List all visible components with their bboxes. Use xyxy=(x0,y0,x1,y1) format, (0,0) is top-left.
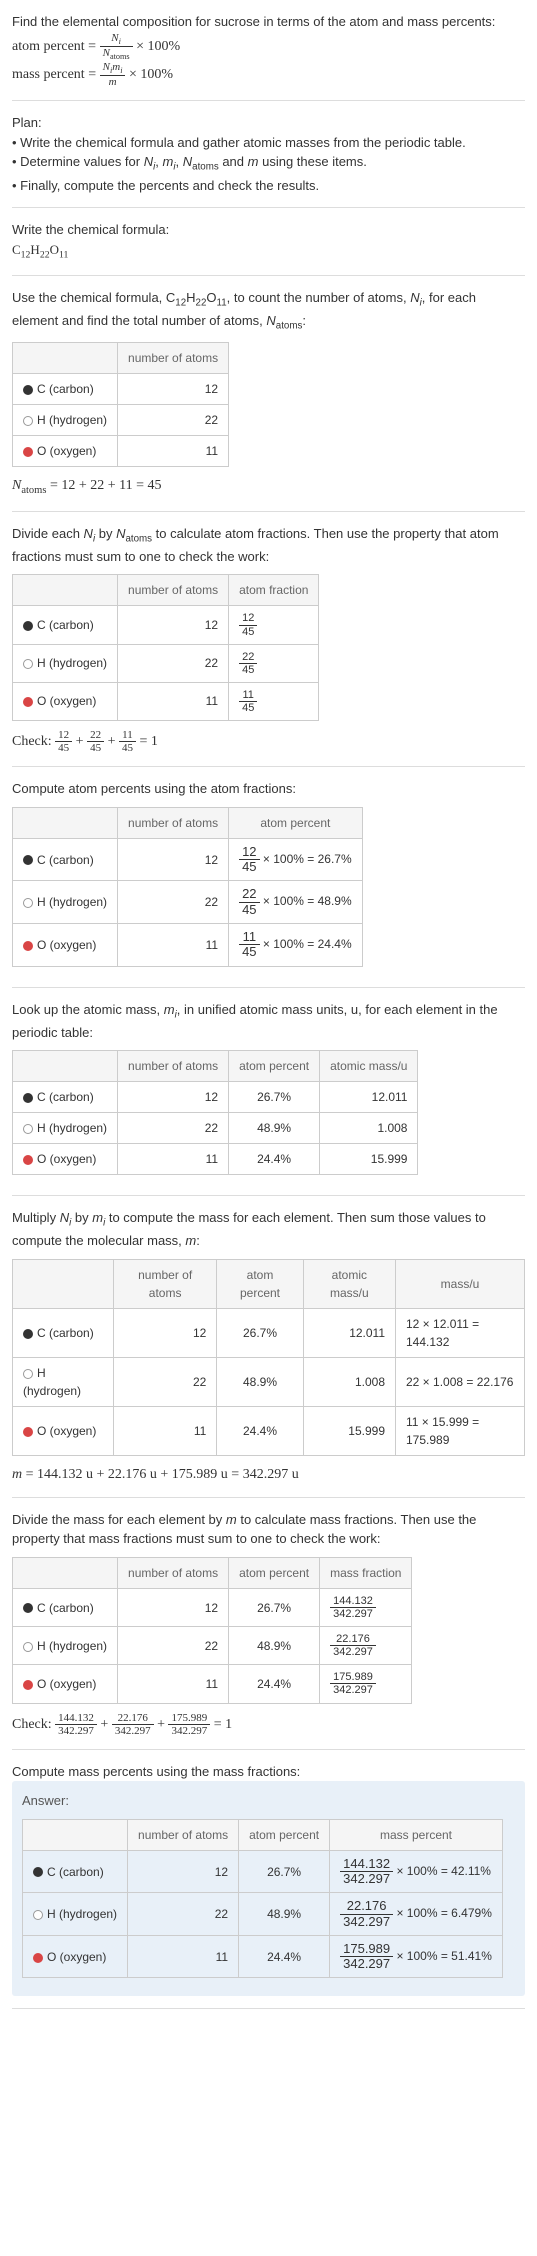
mass-frac-check: Check: 144.132342.297 + 22.176342.297 + … xyxy=(12,1712,525,1737)
mass-calc-text: Multiply Ni by mi to compute the mass fo… xyxy=(12,1208,525,1251)
table-row: O (oxygen)111145 xyxy=(13,682,319,720)
natoms-total: Natoms = 12 + 22 + 11 = 45 xyxy=(12,475,525,499)
table-row: H (hydrogen)2248.9%22.176342.297 xyxy=(13,1627,412,1665)
carbon-dot-icon xyxy=(23,1329,33,1339)
table-row: H (hydrogen)222245 xyxy=(13,644,319,682)
mass-fraction-table: number of atomsatom percentmass fraction… xyxy=(12,1557,412,1704)
plan-heading: Plan: xyxy=(12,113,525,133)
atomic-mass-section: Look up the atomic mass, mi, in unified … xyxy=(12,1000,525,1197)
plan-section: Plan: • Write the chemical formula and g… xyxy=(12,113,525,208)
atom-fraction-section: Divide each Ni by Natoms to calculate at… xyxy=(12,524,525,767)
table-row: C (carbon)1226.7%144.132342.297 xyxy=(13,1588,412,1626)
answer-box: Answer: number of atomsatom percentmass … xyxy=(12,1781,525,1996)
oxygen-dot-icon xyxy=(33,1953,43,1963)
plan-bullet: • Write the chemical formula and gather … xyxy=(12,133,525,153)
count-table: number of atoms C (carbon)12 H (hydrogen… xyxy=(12,342,229,467)
atom-percent-formula: atom percent = Ni Natoms × 100% xyxy=(12,32,525,62)
carbon-dot-icon xyxy=(23,1093,33,1103)
oxygen-dot-icon xyxy=(23,941,33,951)
table-row: H (hydrogen)2248.9%22.176342.297 × 100% … xyxy=(23,1893,503,1936)
count-section: Use the chemical formula, C12H22O11, to … xyxy=(12,288,525,512)
plan-bullet: • Finally, compute the percents and chec… xyxy=(12,176,525,196)
molecular-mass-total: m = 144.132 u + 22.176 u + 175.989 u = 3… xyxy=(12,1464,525,1485)
table-row: C (carbon)12 xyxy=(13,374,229,405)
oxygen-dot-icon xyxy=(23,1427,33,1437)
hydrogen-dot-icon xyxy=(23,1124,33,1134)
mass-calc-section: Multiply Ni by mi to compute the mass fo… xyxy=(12,1208,525,1498)
atom-percent-section: Compute atom percents using the atom fra… xyxy=(12,779,525,987)
answer-intro: Compute mass percents using the mass fra… xyxy=(12,1762,525,1782)
table-row: O (oxygen)11 xyxy=(13,436,229,467)
carbon-dot-icon xyxy=(23,385,33,395)
chemical-formula: C12H22O11 xyxy=(12,240,525,263)
atom-fraction-table: number of atomsatom fraction C (carbon)1… xyxy=(12,574,319,721)
plan-bullet: • Determine values for Ni, mi, Natoms an… xyxy=(12,152,525,175)
formula-section: Write the chemical formula: C12H22O11 xyxy=(12,220,525,276)
hydrogen-dot-icon xyxy=(23,1642,33,1652)
atomic-mass-text: Look up the atomic mass, mi, in unified … xyxy=(12,1000,525,1043)
table-row: H (hydrogen)2248.9%1.00822 × 1.008 = 22.… xyxy=(13,1357,525,1406)
table-row: C (carbon)121245 × 100% = 26.7% xyxy=(13,838,363,881)
answer-section: Compute mass percents using the mass fra… xyxy=(12,1762,525,2010)
hydrogen-dot-icon xyxy=(23,416,33,426)
hydrogen-dot-icon xyxy=(33,1910,43,1920)
atomic-mass-table: number of atomsatom percentatomic mass/u… xyxy=(12,1050,418,1175)
table-row: C (carbon)121245 xyxy=(13,606,319,644)
hydrogen-dot-icon xyxy=(23,898,33,908)
mass-percent-formula: mass percent = Nimi m × 100% xyxy=(12,61,525,88)
atom-pct-text: Compute atom percents using the atom fra… xyxy=(12,779,525,799)
oxygen-dot-icon xyxy=(23,1680,33,1690)
table-row: O (oxygen)111145 × 100% = 24.4% xyxy=(13,923,363,966)
mass-fraction-section: Divide the mass for each element by m to… xyxy=(12,1510,525,1750)
table-row: H (hydrogen)2248.9%1.008 xyxy=(13,1113,418,1144)
atom-percent-table: number of atomsatom percent C (carbon)12… xyxy=(12,807,363,967)
atom-frac-check: Check: 1245 + 2245 + 1145 = 1 xyxy=(12,729,525,754)
mass-calc-table: number of atomsatom percentatomic mass/u… xyxy=(12,1259,525,1456)
oxygen-dot-icon xyxy=(23,697,33,707)
table-row: O (oxygen)1124.4%175.989342.297 × 100% =… xyxy=(23,1935,503,1978)
carbon-dot-icon xyxy=(33,1867,43,1877)
count-text: Use the chemical formula, C12H22O11, to … xyxy=(12,288,525,334)
answer-label: Answer: xyxy=(22,1791,515,1811)
table-row: H (hydrogen)22 xyxy=(13,405,229,436)
table-row: C (carbon)1226.7%12.011 xyxy=(13,1082,418,1113)
table-row: O (oxygen)1124.4%175.989342.297 xyxy=(13,1665,412,1703)
hydrogen-dot-icon xyxy=(23,1369,33,1379)
atom-frac-text: Divide each Ni by Natoms to calculate at… xyxy=(12,524,525,567)
table-row: O (oxygen)1124.4%15.999 xyxy=(13,1144,418,1175)
carbon-dot-icon xyxy=(23,855,33,865)
carbon-dot-icon xyxy=(23,621,33,631)
table-row: C (carbon)1226.7%12.01112 × 12.011 = 144… xyxy=(13,1308,525,1357)
answer-table: number of atomsatom percentmass percent … xyxy=(22,1819,503,1979)
oxygen-dot-icon xyxy=(23,447,33,457)
carbon-dot-icon xyxy=(23,1603,33,1613)
mass-frac-text: Divide the mass for each element by m to… xyxy=(12,1510,525,1549)
formula-label: Write the chemical formula: xyxy=(12,220,525,240)
table-row: O (oxygen)1124.4%15.99911 × 15.999 = 175… xyxy=(13,1406,525,1455)
intro-text: Find the elemental composition for sucro… xyxy=(12,12,525,32)
oxygen-dot-icon xyxy=(23,1155,33,1165)
table-row: H (hydrogen)222245 × 100% = 48.9% xyxy=(13,881,363,924)
table-row: C (carbon)1226.7%144.132342.297 × 100% =… xyxy=(23,1850,503,1893)
intro-section: Find the elemental composition for sucro… xyxy=(12,12,525,101)
hydrogen-dot-icon xyxy=(23,659,33,669)
